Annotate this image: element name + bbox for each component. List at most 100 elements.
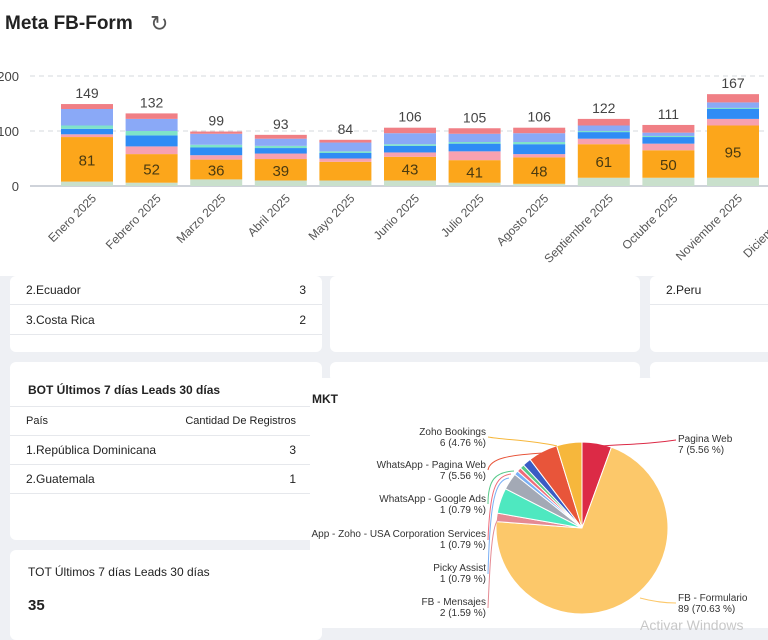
pie-label-fb-formulario: FB - Formulario 89 (70.63 %) [678,593,748,615]
bar-segment[interactable] [577,132,630,139]
bar-segment[interactable] [384,180,436,187]
bar-segment[interactable] [448,151,501,161]
bar-segment[interactable] [254,148,307,154]
bar-segment[interactable] [61,125,113,129]
bar-segment[interactable] [577,138,630,145]
bar-segment[interactable] [125,182,178,186]
bar-total-label: 106 [398,109,422,125]
bar-segment[interactable] [254,145,307,149]
bar-segment[interactable] [319,158,372,162]
bar-segment[interactable] [384,144,436,146]
bar-segment[interactable] [190,147,243,156]
bar-segment[interactable] [384,133,436,145]
bar-segment[interactable] [642,135,695,138]
bar-segment[interactable] [707,102,759,108]
bar-segment[interactable] [513,127,566,134]
y-tick-label: 200 [0,69,19,84]
bar-segment-label: 52 [143,161,160,178]
bar-segment[interactable] [577,177,630,186]
bar-segment[interactable] [448,143,501,152]
bar-segment[interactable] [577,118,630,126]
bar-segment[interactable] [448,160,501,183]
pie-label-pagina-web: Pagina Web 7 (5.56 %) [678,434,733,456]
pie-leader-line [487,470,515,505]
bar-segment[interactable] [707,107,759,109]
bar-segment[interactable] [125,135,178,147]
bar-segment[interactable] [448,142,501,144]
bar-segment[interactable] [642,132,695,136]
bar-segment[interactable] [125,154,178,183]
bar-segment[interactable] [190,133,243,145]
bar-segment[interactable] [513,183,566,186]
bar-segment[interactable] [319,161,372,181]
bar-segment[interactable] [319,180,372,187]
country-name: 2.Guatemala [26,472,95,486]
bar-segment[interactable] [642,143,695,151]
bar-segment[interactable] [707,94,759,103]
bar-segment[interactable] [254,159,307,181]
bar-total-label: 105 [463,109,487,125]
bar-segment[interactable] [513,133,566,142]
bar-segment[interactable] [190,144,243,148]
bar-segment[interactable] [448,133,501,142]
bar-segment[interactable] [707,118,759,126]
bar-segment[interactable] [254,153,307,160]
bar-segment[interactable] [384,156,436,181]
bar-segment[interactable] [642,177,695,186]
y-tick-label: 100 [0,124,19,139]
bar-segment[interactable] [254,180,307,187]
pie-label-whatsapp-pagina-web: WhatsApp - Pagina Web 7 (5.56 %) [376,460,486,482]
bar-segment[interactable] [384,152,436,157]
bar-total-label: 99 [208,113,224,129]
bar-segment[interactable] [125,146,178,155]
bar-segment[interactable] [61,104,113,109]
bar-segment[interactable] [707,177,759,186]
bar-total-label: 132 [140,94,164,110]
bar-total-label: 111 [658,106,679,122]
bar-segment[interactable] [319,153,372,159]
bar-segment[interactable] [190,179,243,186]
bar-segment[interactable] [513,144,566,155]
bar-segment[interactable] [254,134,307,139]
bar-segment[interactable] [642,150,695,178]
bar-segment[interactable] [384,145,436,153]
bar-segment[interactable] [448,182,501,186]
bar-segment[interactable] [190,131,243,134]
bar-segment[interactable] [254,138,307,146]
bar-segment[interactable] [448,128,501,134]
bar-segment[interactable] [513,154,566,158]
bar-segment[interactable] [61,137,113,182]
bar-segment[interactable] [384,127,436,134]
bar-segment[interactable] [61,109,113,126]
bar-segment[interactable] [61,134,113,138]
bar-segment[interactable] [642,124,695,133]
bar-segment[interactable] [577,144,630,178]
col-country: País [26,415,49,427]
bar-segment[interactable] [577,131,630,133]
bar-segment[interactable] [319,139,372,143]
bar-segment[interactable] [61,181,113,186]
bar-segment[interactable] [707,109,759,119]
bar-segment[interactable] [577,125,630,132]
bar-segment-label: 50 [660,157,677,174]
bar-segment[interactable] [707,125,759,178]
bar-segment[interactable] [513,157,566,184]
bar-segment[interactable] [190,159,243,180]
bar-segment[interactable] [125,113,178,119]
bar-segment[interactable] [190,155,243,160]
bar-segment[interactable] [513,142,566,145]
bar-segment[interactable] [319,142,372,152]
bar-segment[interactable] [125,118,178,131]
refresh-icon[interactable]: ↻ [150,11,169,36]
bar-total-label: 167 [721,75,745,91]
bar-segment[interactable] [125,131,178,136]
y-tick-label: 0 [12,179,19,194]
bar-segment[interactable] [642,137,695,144]
bar-segment[interactable] [61,128,113,135]
bar-segment-label: 36 [208,163,225,180]
pie-slice[interactable] [495,446,669,615]
bar-segment[interactable] [319,151,372,153]
bar-segment-label: 61 [595,154,612,171]
pie-leader-line [487,436,558,447]
